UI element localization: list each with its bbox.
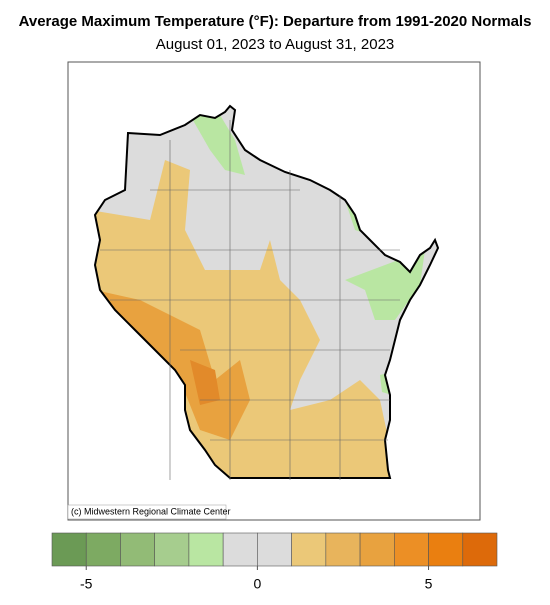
legend-tick-label: 0 — [253, 576, 261, 592]
subtitle: August 01, 2023 to August 31, 2023 — [156, 36, 395, 53]
legend-tick-label: -5 — [80, 576, 93, 592]
legend-swatch — [51, 532, 87, 567]
legend-swatch — [154, 532, 190, 567]
legend-swatch — [325, 532, 361, 567]
credit: (c) Midwestern Regional Climate Center — [71, 506, 231, 516]
legend-swatch — [120, 532, 155, 567]
credit-box — [67, 504, 227, 520]
legend-swatch — [359, 532, 395, 567]
warmest-area — [190, 360, 220, 405]
legend-swatch — [257, 532, 292, 567]
legend-tick-label: 5 — [425, 576, 433, 592]
title: Average Maximum Temperature (°F): Depart… — [19, 13, 532, 30]
legend-swatch — [222, 532, 258, 567]
county-lines — [100, 120, 400, 480]
legend-swatch — [291, 532, 327, 567]
legend: -5 0 5 — [51, 532, 498, 592]
cool-area — [190, 115, 245, 175]
legend-swatch — [85, 532, 121, 567]
legend-swatch — [188, 532, 224, 567]
cool-area-east — [345, 200, 425, 395]
legend-swatch — [394, 532, 429, 567]
legend-swatch — [428, 532, 464, 567]
legend-swatch — [462, 532, 498, 567]
